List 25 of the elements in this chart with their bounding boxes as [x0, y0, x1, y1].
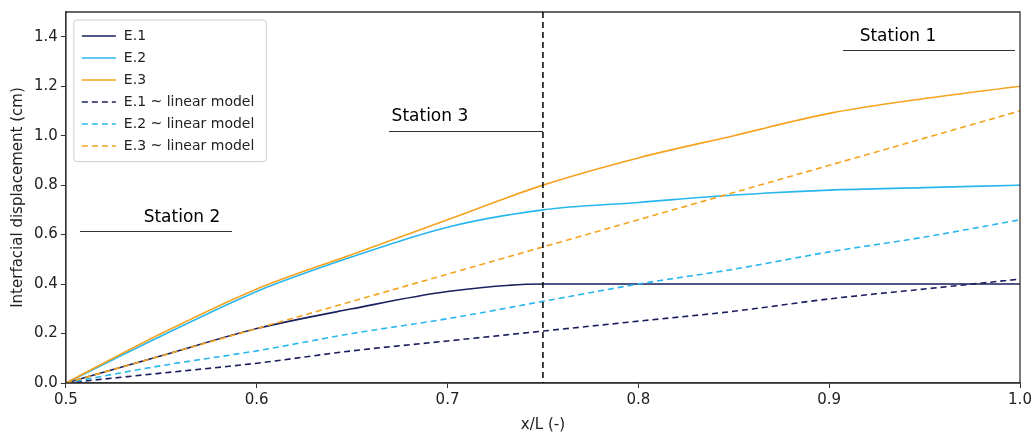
legend-label: E.2 — [123, 48, 147, 65]
annotation: Station 2 — [143, 206, 221, 226]
legend-label: E.3 — [123, 70, 147, 87]
legend-label: E.1 ~ linear model — [123, 92, 255, 109]
x-tick-label: 0.9 — [817, 389, 842, 408]
x-tick-label: 0.5 — [53, 389, 78, 408]
x-tick-label: 1.0 — [1008, 389, 1032, 408]
y-tick-label: 0.0 — [34, 372, 58, 391]
legend-label: E.2 ~ linear model — [123, 114, 255, 131]
annotation: Station 3 — [391, 104, 469, 125]
x-tick-label: 0.6 — [244, 389, 269, 408]
y-axis-title: Interfacial displacement (cm) — [7, 87, 26, 308]
annotation: Station 1 — [859, 25, 937, 45]
y-tick-label: 0.2 — [34, 323, 58, 342]
x-tick-label: 0.7 — [435, 389, 460, 408]
y-tick-label: 0.8 — [34, 175, 58, 194]
y-tick-label: 1.4 — [34, 26, 58, 45]
x-tick-label: 0.8 — [626, 389, 651, 408]
x-axis-title: x/L (-) — [520, 414, 566, 433]
y-tick-label: 0.6 — [34, 224, 58, 243]
y-tick-label: 1.2 — [34, 76, 58, 95]
legend-label: E.3 ~ linear model — [123, 136, 255, 153]
legend-label: E.1 — [123, 26, 147, 43]
y-tick-label: 1.0 — [34, 125, 58, 144]
y-tick-label: 0.4 — [34, 273, 58, 292]
